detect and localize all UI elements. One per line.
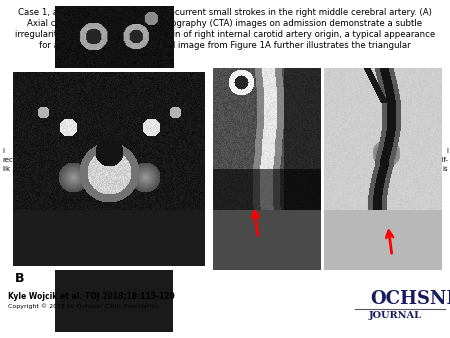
- Text: A: A: [15, 130, 26, 144]
- Text: Kyle Wojcik et al. TOJ 2018;18:115-120: Kyle Wojcik et al. TOJ 2018;18:115-120: [8, 292, 175, 301]
- Text: Case 1, a 45-year-old female with recurrent small strokes in the right middle ce: Case 1, a 45-year-old female with recurr…: [18, 8, 432, 17]
- Text: is: is: [442, 166, 448, 172]
- Text: Axial computed tomography angiography (CTA) images on admission demonstrate a su: Axial computed tomography angiography (C…: [27, 19, 423, 28]
- Text: D: D: [326, 130, 338, 144]
- Text: rec: rec: [2, 157, 13, 163]
- Text: Copyright © 2018 by Ochsner Clinic Foundation: Copyright © 2018 by Ochsner Clinic Found…: [8, 303, 159, 309]
- Text: B: B: [15, 272, 24, 285]
- Text: i: i: [2, 148, 4, 154]
- Text: l: l: [446, 148, 448, 154]
- Text: for a carotid web. (B) Magnified image from Figure 1A further illustrates the tr: for a carotid web. (B) Magnified image f…: [39, 41, 411, 50]
- Text: OCHSNER: OCHSNER: [370, 290, 450, 308]
- Bar: [55, 270, 173, 332]
- Text: elf-: elf-: [437, 157, 448, 163]
- Bar: [13, 128, 205, 266]
- Text: lik: lik: [2, 166, 10, 172]
- Text: JOURNAL: JOURNAL: [369, 311, 422, 320]
- Text: irregularity along the posterior margin of right internal carotid artery origin,: irregularity along the posterior margin …: [15, 30, 435, 39]
- Bar: [213, 128, 321, 270]
- Text: C: C: [215, 130, 225, 144]
- Bar: [324, 128, 442, 270]
